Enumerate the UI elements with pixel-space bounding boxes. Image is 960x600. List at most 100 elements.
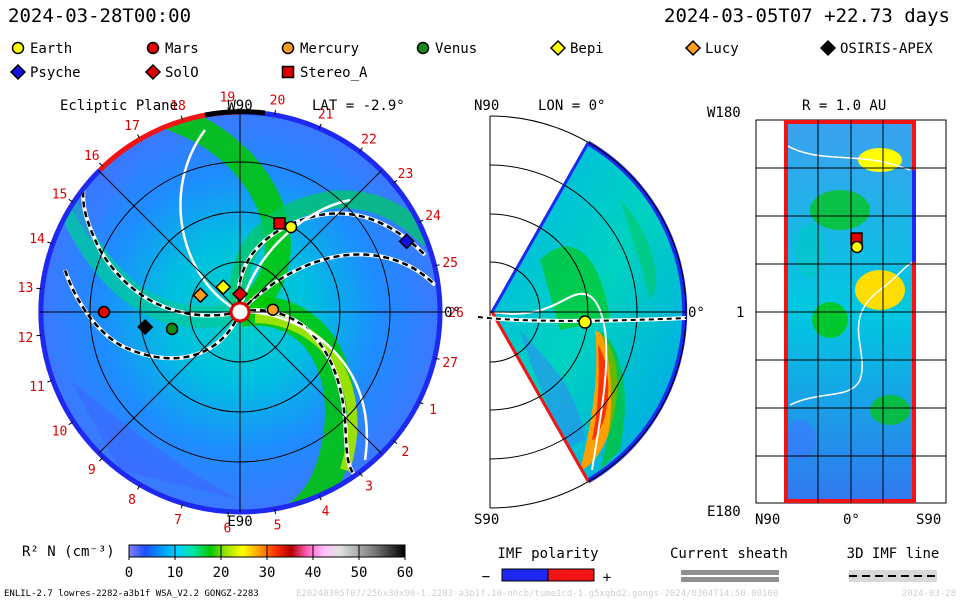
carrington-tick-label: 11 [29,380,45,395]
carrington-tick-label: 22 [361,133,377,148]
carrington-tick-label: 25 [442,256,458,271]
legend-label-mercury: Mercury [300,41,359,57]
colorbar-ticks: 0 10 20 30 40 50 60 [125,545,413,581]
carrington-tick-label: 15 [52,187,68,202]
radial-y-bottom: E180 [707,504,741,520]
carrington-tick-label: 8 [128,493,136,508]
legend-label-lucy: Lucy [705,41,739,57]
carrington-tick-label: 1 [429,403,437,418]
legend-marker-lucy [684,39,702,57]
imf-polarity-legend: IMF polarity − + [482,546,611,586]
carrington-tick [274,110,277,116]
carrington-tick-label: 2 [402,445,410,460]
carrington-tick-label: 14 [29,232,45,247]
carrington-tick [47,241,53,245]
colorbar: R² N (cm⁻³) 0 10 20 30 40 50 60 [22,544,413,581]
timestamp: 2024-03-28T00:00 [8,5,191,27]
carrington-tick-label: 19 [220,90,236,105]
ecliptic-marker-lucy [192,287,209,304]
colorbar-tick-label: 10 [167,565,184,581]
carrington-tick-label: 20 [270,93,286,108]
carrington-tick [180,503,184,509]
carrington-tick-label: 18 [170,99,186,114]
ecliptic-marker-mars [97,305,111,319]
carrington-tick-label: 13 [18,281,34,296]
legend-marker-solo [144,63,162,81]
radial-y-mid: 1 [736,305,744,321]
ecliptic-marker-mercury [266,303,280,316]
meridional-structures [492,200,656,471]
carrington-tick-label: 7 [174,513,182,528]
carrington-tick-label: 10 [52,425,68,440]
ecliptic-marker-psyche [398,233,415,250]
legend-marker-mercury [281,41,295,55]
current-sheath-legend: Current sheath [670,546,788,582]
carrington-tick [359,472,363,477]
radial-x-left: N90 [755,512,780,528]
footer-date: 2024-03-28 [902,589,956,599]
colorbar-tick-label: 50 [351,565,368,581]
imf-spiral-lines [63,179,437,482]
footer-model: ENLIL-2.7 lowres-2282-a3b1f WSA_V2.2 GON… [4,589,259,599]
ecliptic-lat-label: LAT = -2.9° [312,98,405,114]
legend-label-solo: SolO [165,65,199,81]
carrington-tick [318,123,322,129]
legend-marker-psyche [9,63,27,81]
carrington-tick-label: 17 [124,119,140,134]
carrington-tick-label: 3 [365,479,373,494]
carrington-tick [434,357,440,360]
ecliptic-panel: 2021222324252627123456789101112131415161… [18,90,464,536]
carrington-tick [137,484,141,490]
imf-line-legend: 3D IMF line [847,546,939,582]
meridional-imf-line [477,315,687,323]
ecliptic-marker-solo [231,285,249,303]
ecliptic-right-label: 0° [444,305,461,321]
ecliptic-marker-stereo_a [273,217,286,230]
blue-region [70,380,240,500]
radial-y-top: W180 [707,105,741,121]
body-legend: Earth Mars Mercury Venus Bepi Lucy OSIRIS-APEX… [9,39,933,81]
legend-marker-venus [416,41,430,55]
meridional-grid [489,115,687,509]
carrington-tick-label: 21 [318,108,334,123]
yellow-spiral-band [254,313,358,472]
carrington-tick [98,457,104,462]
carrington-tick [359,147,363,152]
legend-marker-earth [11,41,25,55]
ecliptic-bottom-label: E90 [227,514,252,530]
sun-inner-boundary [229,301,251,323]
imf-positive-swatch [547,568,595,582]
carrington-tick [47,379,53,383]
carrington-tick-label: 26 [448,306,464,321]
carrington-tick-label: 9 [88,463,96,478]
legend-label-earth: Earth [30,41,72,57]
run-info: 2024-03-05T07 +22.73 days [664,5,950,27]
carrington-ticks: 2021222324252627123456789101112131415161… [18,90,464,536]
colorbar-tick-label: 20 [213,565,230,581]
legend-label-stereo_a: Stereo_A [300,65,368,81]
imf-negative-swatch [501,568,549,582]
footer-run-id: E20240305T07/256x30x90-1.2283-a3b1f.10-n… [296,589,778,599]
current-sheath-swatch [681,570,779,575]
radial-grid [756,120,946,503]
meridional-bottom-label: S90 [474,512,499,528]
carrington-tick [434,264,440,267]
carrington-tick-label: 16 [84,149,100,164]
radial-r-label: R = 1.0 AU [802,98,886,114]
carrington-tick-label: 23 [398,167,414,182]
legend-label-bepi: Bepi [570,41,604,57]
carrington-tick [137,134,141,140]
legend-label-mars: Mars [165,41,199,57]
radial-earth-marker [850,240,864,254]
colorbar-tick-label: 30 [259,565,276,581]
carrington-tick-label: 5 [274,519,282,534]
radial-panel: R = 1.0 AU W180 1 E180 N90 0° S90 [707,98,947,528]
current-sheath-title: Current sheath [670,546,788,562]
colorbar-tick-label: 0 [125,565,133,581]
meridional-right-label: 0° [688,305,705,321]
carrington-tick-label: 4 [322,504,330,519]
ecliptic-marker-osiris-apex [137,318,154,336]
legend-marker-mars [146,41,160,55]
ecliptic-bodies [97,217,415,336]
